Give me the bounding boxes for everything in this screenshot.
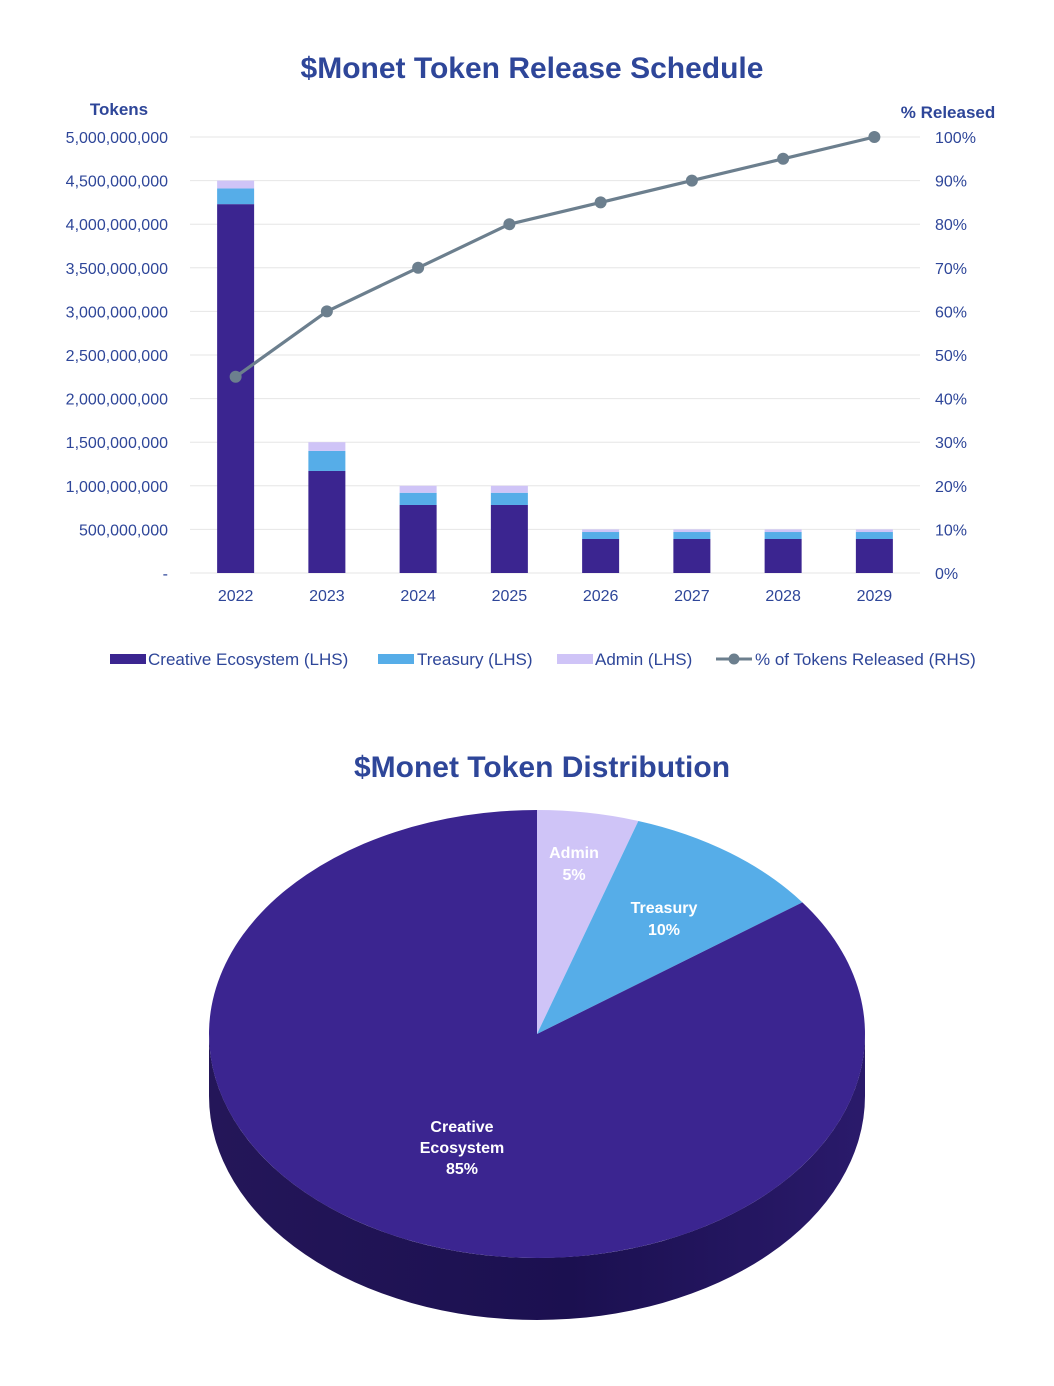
released-point-2027	[685, 174, 698, 187]
released-point-2022	[229, 370, 242, 383]
bar-admin-2023	[308, 442, 346, 451]
bar-creative-2024	[399, 504, 437, 573]
y2-tick-label: 20%	[935, 479, 967, 496]
bar-chart-title: $Monet Token Release Schedule	[301, 52, 764, 85]
released-point-2025	[503, 218, 516, 231]
y2-tick-label: 40%	[935, 392, 967, 409]
y2-axis-ticks: 0% 10% 20% 30% 40% 50% 60% 70% 80% 90% 100%	[935, 130, 976, 583]
x-axis-ticks: 2022 2023 2024 2025 2026 2027 2028 2029	[218, 588, 892, 605]
y-tick-label: 2,500,000,000	[66, 348, 168, 365]
bar-admin-2025	[490, 485, 528, 493]
released-point-2026	[594, 196, 607, 209]
legend-label-line: % of Tokens Released (RHS)	[755, 650, 976, 669]
y2-axis-title: % Released	[901, 103, 996, 122]
y-axis-ticks: - 500,000,000 1,000,000,000 1,500,000,000 2,…	[66, 130, 168, 583]
bar-treasury-2025	[490, 492, 528, 505]
bars	[217, 180, 893, 574]
y2-tick-label: 80%	[935, 217, 967, 234]
y2-tick-label: 10%	[935, 522, 967, 539]
y-tick-label: 5,000,000,000	[66, 130, 168, 147]
y-tick-label: 4,000,000,000	[66, 217, 168, 234]
legend: Creative Ecosystem (LHS) Treasury (LHS) …	[110, 650, 976, 669]
bar-creative-2022	[217, 204, 255, 574]
released-point-2024	[412, 261, 425, 274]
bar-treasury-2028	[764, 532, 802, 539]
y2-tick-label: 0%	[935, 566, 958, 583]
pie-slices	[208, 810, 866, 1259]
released-line	[229, 131, 881, 383]
y-axis-title: Tokens	[90, 100, 148, 119]
pie-label-treasury-value: 10%	[648, 922, 680, 939]
pie-label-admin-value: 5%	[562, 867, 585, 884]
y-tick-label: -	[163, 566, 168, 583]
y2-tick-label: 30%	[935, 435, 967, 452]
bar-treasury-2024	[399, 492, 437, 505]
legend-swatch-creative	[110, 654, 146, 664]
gridlines	[190, 136, 920, 574]
x-tick-label: 2029	[857, 588, 893, 605]
pie-label-creative-value: 85%	[446, 1161, 478, 1178]
bar-admin-2027	[673, 529, 711, 533]
pie-chart-title: $Monet Token Distribution	[354, 751, 730, 784]
bar-treasury-2022	[217, 188, 255, 205]
y2-tick-label: 50%	[935, 348, 967, 365]
pie-side-rim	[209, 1034, 865, 1320]
bar-admin-2024	[399, 485, 437, 493]
released-point-2029	[868, 131, 881, 143]
pie-label-treasury-name: Treasury	[631, 900, 698, 917]
bar-treasury-2026	[582, 532, 620, 539]
x-tick-label: 2026	[583, 588, 619, 605]
y-tick-label: 1,500,000,000	[66, 435, 168, 452]
legend-swatch-treasury	[378, 654, 414, 664]
y2-tick-label: 100%	[935, 130, 976, 147]
y-tick-label: 4,500,000,000	[66, 174, 168, 191]
y-tick-label: 500,000,000	[79, 522, 168, 539]
y-tick-label: 3,500,000,000	[66, 261, 168, 278]
y2-tick-label: 70%	[935, 261, 967, 278]
pie-slice-creative	[208, 810, 866, 1259]
bar-admin-2022	[217, 180, 255, 189]
bar-treasury-2029	[855, 532, 893, 539]
pie-label-admin-name: Admin	[549, 845, 599, 862]
released-line-path	[234, 135, 875, 379]
bar-admin-2026	[582, 529, 620, 533]
bar-admin-2028	[764, 529, 802, 533]
bar-creative-2023	[308, 470, 346, 573]
y-tick-label: 3,000,000,000	[66, 304, 168, 321]
y-tick-label: 2,000,000,000	[66, 392, 168, 409]
y-tick-label: 1,000,000,000	[66, 479, 168, 496]
pie-label-creative-line1: Creative	[430, 1119, 493, 1136]
bar-creative-2025	[490, 504, 528, 573]
legend-label-creative: Creative Ecosystem (LHS)	[148, 650, 348, 669]
released-point-2023	[320, 305, 333, 318]
legend-swatch-admin	[557, 654, 593, 664]
released-point-2028	[777, 152, 790, 165]
bar-admin-2029	[855, 529, 893, 533]
bar-creative-2028	[764, 538, 802, 573]
pie-slice-admin	[537, 810, 639, 1034]
legend-label-admin: Admin (LHS)	[595, 650, 692, 669]
x-tick-label: 2025	[492, 588, 528, 605]
x-tick-label: 2028	[765, 588, 801, 605]
bar-creative-2029	[855, 538, 893, 573]
bar-treasury-2027	[673, 532, 711, 539]
x-tick-label: 2023	[309, 588, 345, 605]
y2-tick-label: 60%	[935, 304, 967, 321]
legend-label-treasury: Treasury (LHS)	[417, 650, 533, 669]
pie-slice-treasury	[537, 820, 803, 1034]
legend-line-marker	[728, 653, 740, 665]
x-tick-label: 2024	[400, 588, 436, 605]
bar-creative-2026	[582, 538, 620, 573]
pie-label-creative-line2: Ecosystem	[420, 1140, 505, 1157]
y2-tick-label: 90%	[935, 174, 967, 191]
bar-treasury-2023	[308, 450, 346, 471]
bar-creative-2027	[673, 538, 711, 573]
x-tick-label: 2022	[218, 588, 254, 605]
x-tick-label: 2027	[674, 588, 710, 605]
